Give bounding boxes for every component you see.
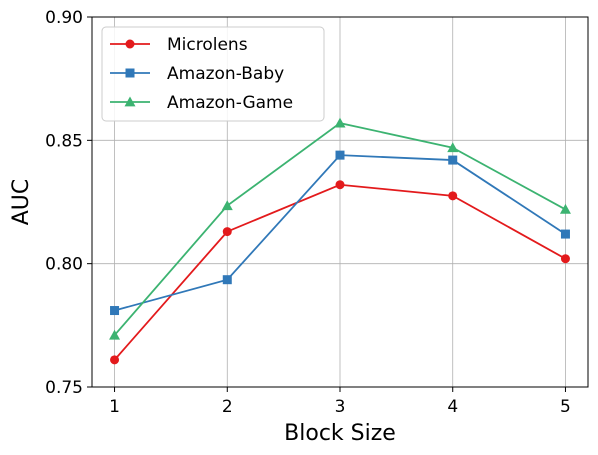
data-point (334, 117, 346, 128)
y-tick-label: 0.75 (45, 378, 83, 398)
legend-marker (125, 39, 135, 49)
legend-label: Microlens (167, 35, 248, 55)
y-tick-label: 0.80 (45, 255, 83, 275)
x-axis-title: Block Size (284, 421, 396, 446)
legend-item: Amazon-Baby (110, 64, 284, 84)
x-tick-label: 5 (560, 397, 571, 417)
data-point (222, 227, 232, 237)
x-tick-label: 4 (447, 397, 458, 417)
series-amazon-game (109, 117, 571, 340)
y-axis: 0.75 0.80 0.85 0.90 (45, 8, 92, 398)
legend-marker (125, 68, 135, 78)
legend-label: Amazon-Baby (167, 64, 284, 84)
series-microlens (110, 180, 570, 365)
legend: Microlens Amazon-Baby Amazon-Game (101, 26, 325, 122)
legend-item: Microlens (110, 35, 248, 55)
x-tick-label: 3 (335, 397, 346, 417)
data-point (109, 329, 121, 340)
legend-box (101, 26, 325, 122)
data-point (110, 306, 120, 316)
x-axis: 1 2 3 4 5 (109, 387, 571, 417)
data-point (110, 355, 120, 365)
data-point (560, 229, 570, 239)
data-point (335, 150, 345, 160)
legend-marker (124, 96, 136, 107)
y-axis-title: AUC (9, 179, 34, 226)
x-tick-label: 2 (222, 397, 233, 417)
data-point (447, 142, 459, 153)
data-point (335, 180, 345, 190)
data-point (222, 275, 232, 285)
data-point (221, 200, 233, 211)
y-tick-label: 0.85 (45, 131, 83, 151)
data-point (448, 155, 458, 165)
series-layer (109, 117, 571, 365)
legend-item: Amazon-Game (110, 93, 293, 113)
legend-label: Amazon-Game (167, 93, 293, 113)
data-point (448, 191, 458, 201)
x-tick-label: 1 (109, 397, 120, 417)
data-point (560, 254, 570, 264)
y-tick-label: 0.90 (45, 8, 83, 28)
series-amazon-baby (110, 150, 570, 316)
data-point (559, 203, 571, 214)
